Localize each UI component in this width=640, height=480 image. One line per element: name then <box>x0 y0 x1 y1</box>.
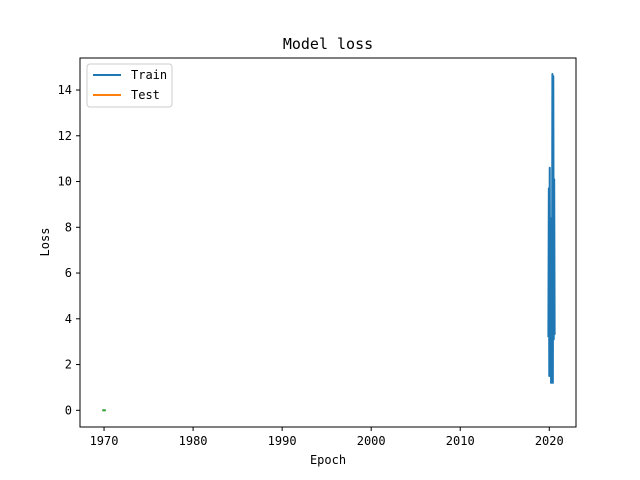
x-tick-label: 2000 <box>357 434 386 448</box>
y-tick-label: 4 <box>65 312 72 326</box>
y-tick-label: 12 <box>58 129 72 143</box>
y-tick-label: 0 <box>65 403 72 417</box>
legend-label-test: Test <box>131 88 160 102</box>
series-layer <box>102 73 556 412</box>
x-tick-label: 1990 <box>268 434 297 448</box>
y-tick-label: 14 <box>58 83 72 97</box>
x-tick-label: 2010 <box>446 434 475 448</box>
chart-title: Model loss <box>283 35 373 53</box>
axes-frame <box>79 57 577 428</box>
y-tick-label: 10 <box>58 175 72 189</box>
x-tick-label: 1970 <box>90 434 119 448</box>
x-tick-label: 1980 <box>179 434 208 448</box>
y-axis-label: Loss <box>38 228 52 257</box>
plot-area <box>79 57 577 428</box>
series-line-train <box>547 73 556 384</box>
y-tick-label: 6 <box>65 266 72 280</box>
x-tick-label: 2020 <box>535 434 564 448</box>
legend-label-train: Train <box>131 68 167 82</box>
x-axis-label: Epoch <box>310 453 346 467</box>
y-tick-label: 2 <box>65 358 72 372</box>
y-tick-label: 8 <box>65 220 72 234</box>
y-axis-ticks: 0 2 4 6 8 10 12 14 <box>58 83 80 417</box>
legend: Train Test <box>86 63 173 108</box>
x-axis-ticks: 1970 1980 1990 2000 2010 2020 <box>90 427 564 448</box>
